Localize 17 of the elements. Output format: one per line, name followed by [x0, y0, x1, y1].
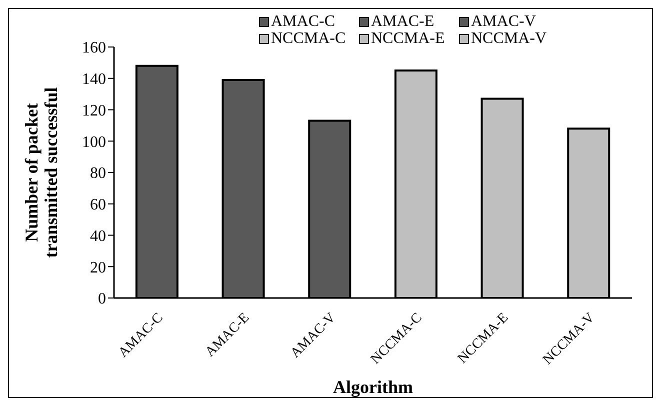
y-tick-label: 160	[82, 40, 106, 57]
y-tick-label: 120	[82, 102, 106, 120]
legend-label: NCCMA-E	[371, 30, 445, 47]
legend-label: AMAC-C	[271, 13, 336, 30]
legend-label: NCCMA-C	[271, 30, 346, 47]
y-tick-label: 40	[90, 228, 106, 245]
y-tick-label: 20	[90, 259, 106, 276]
x-axis-title: Algorithm	[333, 377, 413, 397]
y-tick-label: 60	[90, 196, 106, 214]
y-tick-label: 100	[82, 134, 106, 151]
legend-label: AMAC-V	[471, 13, 536, 30]
y-tick-label: 0	[98, 290, 106, 308]
y-tick-label: 140	[82, 71, 106, 88]
y-axis-title: Number of packet transmitted successful	[21, 87, 62, 258]
legend-label: AMAC-E	[371, 13, 434, 30]
legend-label: NCCMA-V	[471, 30, 547, 47]
y-tick-label: 80	[90, 165, 106, 182]
